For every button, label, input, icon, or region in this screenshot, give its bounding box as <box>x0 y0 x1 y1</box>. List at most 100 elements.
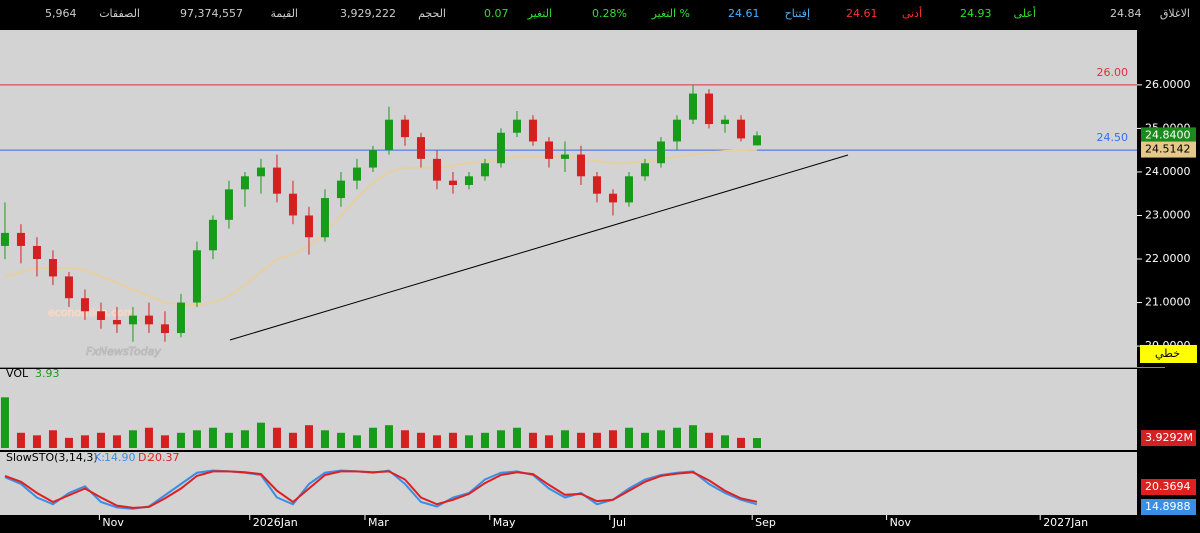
level-label: 24.50 <box>1097 131 1129 144</box>
volume-bar <box>48 430 57 448</box>
volume-bar <box>592 432 601 448</box>
stochastic-panel <box>0 452 1137 515</box>
volume-bar <box>224 432 233 448</box>
stoch-tag <box>1141 479 1196 495</box>
candle-body <box>16 232 25 246</box>
legend-name: D: <box>138 451 150 464</box>
stat-label: أدنى <box>902 6 922 20</box>
panel-value: 3.93 <box>35 367 60 380</box>
volume-bar <box>384 425 393 448</box>
volume-bar <box>0 397 9 448</box>
stat-label: التغير % <box>651 7 690 20</box>
candle-body <box>80 298 89 312</box>
volume-bar <box>32 435 41 448</box>
candle-body <box>384 119 393 151</box>
volume-bar <box>448 432 457 448</box>
x-tick-label: 2027Jan <box>1043 516 1088 529</box>
candle-body <box>688 93 697 120</box>
volume-bar <box>528 432 537 448</box>
stoch-tag-label: 20.3694 <box>1145 480 1191 493</box>
stat-label: إفتتاح <box>785 7 810 20</box>
volume-bar <box>144 427 153 448</box>
candle-body <box>208 219 217 251</box>
volume-bar <box>656 430 665 448</box>
scale-mode <box>1140 345 1197 363</box>
candle-body <box>496 132 505 164</box>
y-tick-label: 21.0000 <box>1145 296 1191 309</box>
candle-body <box>352 167 361 181</box>
volume-bar <box>464 435 473 448</box>
watermark: FxNewsToday <box>86 345 161 358</box>
candle-body <box>48 259 57 277</box>
stat-value: 5,964 <box>45 7 77 20</box>
y-tick-label: 22.0000 <box>1145 252 1191 265</box>
candle-body <box>704 93 713 125</box>
candle-body <box>144 315 153 325</box>
legend-value: 14.90 <box>104 451 136 464</box>
volume-bar <box>736 437 745 448</box>
legend-name: K: <box>94 451 105 464</box>
volume-bar <box>64 437 73 448</box>
price-tag-label: 24.5142 <box>1145 143 1191 156</box>
volume-bar <box>512 427 521 448</box>
stat-label: الصفقات <box>99 7 140 20</box>
volume-tag <box>1141 430 1196 447</box>
volume-bar <box>720 435 729 448</box>
stat-value: 0.07 <box>484 7 509 20</box>
watermark: economies.com <box>48 306 135 319</box>
candle-body <box>544 141 553 159</box>
candle-body <box>112 319 121 325</box>
candle-body <box>672 119 681 142</box>
candle-body <box>288 193 297 216</box>
candle-body <box>32 245 41 260</box>
candle-body <box>416 137 425 159</box>
price-tag-label: 24.8400 <box>1145 128 1191 141</box>
candle-body <box>336 180 345 199</box>
stoch-line <box>4 470 758 509</box>
candle-body <box>448 180 457 186</box>
volume-bar <box>672 427 681 448</box>
volume-bar <box>352 435 361 448</box>
price-tag <box>1141 141 1196 158</box>
x-tick-label: Nov <box>890 516 912 529</box>
candle-body <box>512 119 521 133</box>
stat-label: الحجم <box>418 7 446 20</box>
panel-title: SlowSTO(3,14,3) <box>6 451 98 464</box>
candle-body <box>64 276 73 299</box>
candle-body <box>160 324 169 334</box>
volume-bar <box>304 425 313 448</box>
volume-bar <box>112 435 121 448</box>
stoch-tag <box>1141 499 1196 515</box>
x-tick-label: May <box>493 516 516 529</box>
volume-bar <box>320 430 329 448</box>
volume-bar <box>496 430 505 448</box>
candle-body <box>624 176 633 203</box>
x-tick-label: 2026Jan <box>253 516 298 529</box>
volume-bar <box>288 432 297 448</box>
volume-bar <box>96 432 105 448</box>
candle-body <box>592 176 601 194</box>
candle-body <box>432 158 441 181</box>
volume-bar <box>176 432 185 448</box>
stat-value: 0.28% <box>592 7 627 20</box>
candle-body <box>608 193 617 203</box>
candle-body <box>752 135 761 146</box>
volume-bar <box>688 425 697 448</box>
volume-bar <box>128 430 137 448</box>
volume-bar <box>704 432 713 448</box>
candle-body <box>400 119 409 138</box>
candle-body <box>736 119 745 139</box>
volume-bar <box>624 427 633 448</box>
stat-label: التغير <box>527 7 552 20</box>
candle-body <box>304 215 313 238</box>
stat-value: 24.93 <box>960 7 992 20</box>
volume-bar <box>240 430 249 448</box>
volume-bar <box>272 427 281 448</box>
panel-title: VOL <box>6 367 29 380</box>
volume-bar <box>336 432 345 448</box>
volume-bar <box>576 432 585 448</box>
y-tick-label: 26.0000 <box>1145 78 1191 91</box>
candle-body <box>640 163 649 177</box>
y-tick-label: 24.0000 <box>1145 165 1191 178</box>
